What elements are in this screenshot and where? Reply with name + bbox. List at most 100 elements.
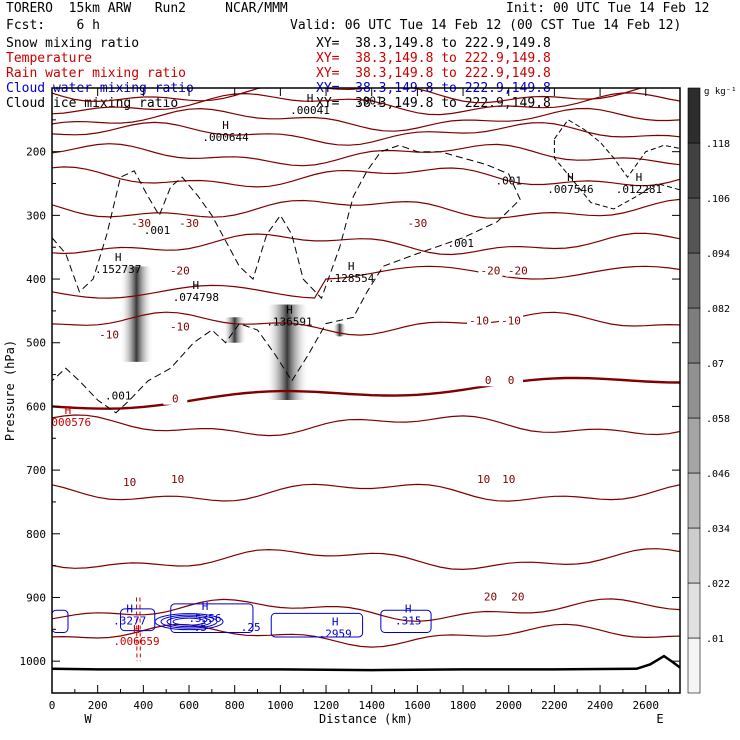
snow-max-marker: H <box>348 260 355 273</box>
isotherm--40 <box>52 107 680 132</box>
y-tick-label: 1000 <box>20 655 47 668</box>
isotherm--45 <box>52 92 680 116</box>
isotherm-label: 0 <box>172 393 179 406</box>
rain-max-value: .006659 <box>113 635 159 648</box>
isotherm-label: 10 <box>171 473 184 486</box>
cloud-water-contour-1 <box>52 609 69 633</box>
plot-area: -30 -30 -30 -20 -20 -20 -10 -10 -10 -10 0 0 0 10 10 10 1… <box>45 88 680 672</box>
cloud-water-max-value: .2959 <box>319 627 352 640</box>
snow-max-value: .152737 <box>95 263 141 276</box>
isotherm-label: 0 <box>508 374 515 387</box>
cloud-water-contour-2 <box>120 608 156 632</box>
isotherm-10 <box>52 483 680 502</box>
x-tick-label: 400 <box>133 699 153 712</box>
isotherm--5 <box>52 311 680 336</box>
isotherm-label: 10 <box>123 476 136 489</box>
isotherm-label: -30 <box>131 217 151 230</box>
cloud-water-contour-5 <box>380 609 432 633</box>
colorbar-label: .046 <box>706 469 730 480</box>
isotherm-label: 20 <box>511 591 524 604</box>
colorbar-segment <box>687 582 701 639</box>
y-tick-label: 700 <box>26 464 46 477</box>
ice-max-value: .007546 <box>547 183 593 196</box>
isotherm--25 <box>52 166 680 188</box>
x-end-label-east: E <box>656 712 663 726</box>
terrain-line <box>52 654 680 672</box>
snow-max-marker: H <box>193 279 200 292</box>
snow-max-value: .128554 <box>328 272 375 285</box>
colorbar-segment <box>687 472 701 529</box>
ice-max-marker: H <box>567 171 574 184</box>
cloud-water-contour-label: .5 <box>194 621 207 634</box>
init-time: Init: 00 UTC Tue 14 Feb 12 <box>506 1 710 16</box>
isotherm--15 <box>52 232 680 256</box>
cloud-water-contour-4 <box>270 612 364 638</box>
snow-shading-3 <box>265 304 310 401</box>
isotherm-label: -20 <box>481 265 501 278</box>
snow-max-marker: H <box>286 303 293 316</box>
snow-contour-001 <box>52 144 521 414</box>
rain-max-value: .000576 <box>45 416 91 429</box>
cloud-water-max-marker: H <box>332 615 339 628</box>
isotherm-label: -10 <box>170 321 190 334</box>
isotherm-label: 10 <box>502 473 515 486</box>
colorbar-segment <box>687 417 701 474</box>
cloud-water-inner-1 <box>154 613 224 631</box>
x-tick-label: 1600 <box>404 699 431 712</box>
field-label-temperature: Temperature <box>6 51 93 66</box>
snow-max-value: .074798 <box>173 291 219 304</box>
isotherm--10 <box>52 265 680 299</box>
y-tick-label: 200 <box>26 146 46 159</box>
x-tick-label: 2400 <box>587 699 614 712</box>
colorbar-segment <box>687 87 701 144</box>
cloud-ice-contour <box>553 119 680 210</box>
x-tick-label: 600 <box>179 699 199 712</box>
isotherm-5 <box>52 414 680 437</box>
colorbar-label: .094 <box>706 249 730 260</box>
isotherm-label: 20 <box>484 591 497 604</box>
x-axis-label: Distance (km) <box>319 712 413 726</box>
rain-max-marker: H <box>65 404 72 417</box>
x-tick-label: 800 <box>225 699 245 712</box>
field-label-rain: Rain water mixing ratio <box>6 66 187 81</box>
cloud-water-max-marker: H <box>126 603 133 616</box>
x-tick-label: 1200 <box>313 699 340 712</box>
colorbar-segment <box>687 637 701 694</box>
isotherm--35 <box>52 121 680 146</box>
cloud-water-contour-label: .25 <box>241 621 261 634</box>
isotherm-label: 10 <box>477 473 490 486</box>
cloud-water-max-value: .3277 <box>113 615 146 628</box>
ice-max-value: .00041 <box>290 104 330 117</box>
snow-shading-1 <box>119 266 154 362</box>
isotherm--20 <box>52 198 680 219</box>
isotherm-label: -30 <box>407 217 427 230</box>
x-end-label-west: W <box>84 712 92 726</box>
y-tick-label: 600 <box>26 400 46 413</box>
colorbar-label: .082 <box>706 304 730 315</box>
x-tick-label: 200 <box>88 699 108 712</box>
colorbar-label: .01 <box>706 634 724 645</box>
isotherm-25 <box>52 623 680 648</box>
isotherm-0 <box>52 376 680 410</box>
y-tick-label: 300 <box>26 209 46 222</box>
snow-contour-label: .001 <box>448 237 475 250</box>
model-title: TORERO 15km ARW Run2 NCAR/MMM <box>6 1 288 16</box>
x-tick-label: 2200 <box>541 699 568 712</box>
colorbar-segment <box>687 252 701 309</box>
snow-contour-label: .001 <box>144 224 171 237</box>
colorbar-label: .034 <box>706 524 730 535</box>
snow-max-value: .136591 <box>266 315 312 328</box>
field-label-snow: Snow mixing ratio <box>6 36 140 51</box>
isotherm-label: -10 <box>501 314 521 327</box>
isotherm-15 <box>52 548 680 571</box>
cloud-water-max-marker: H <box>202 600 209 613</box>
snow-max-marker: H <box>115 251 122 264</box>
cloud-water-inner-2 <box>160 614 218 629</box>
colorbar-segment <box>687 362 701 419</box>
x-tick-label: 1000 <box>267 699 294 712</box>
x-tick-label: 1400 <box>358 699 385 712</box>
rain-contour <box>135 597 141 662</box>
colorbar-segment <box>687 197 701 254</box>
isotherm-label: -10 <box>99 328 119 341</box>
